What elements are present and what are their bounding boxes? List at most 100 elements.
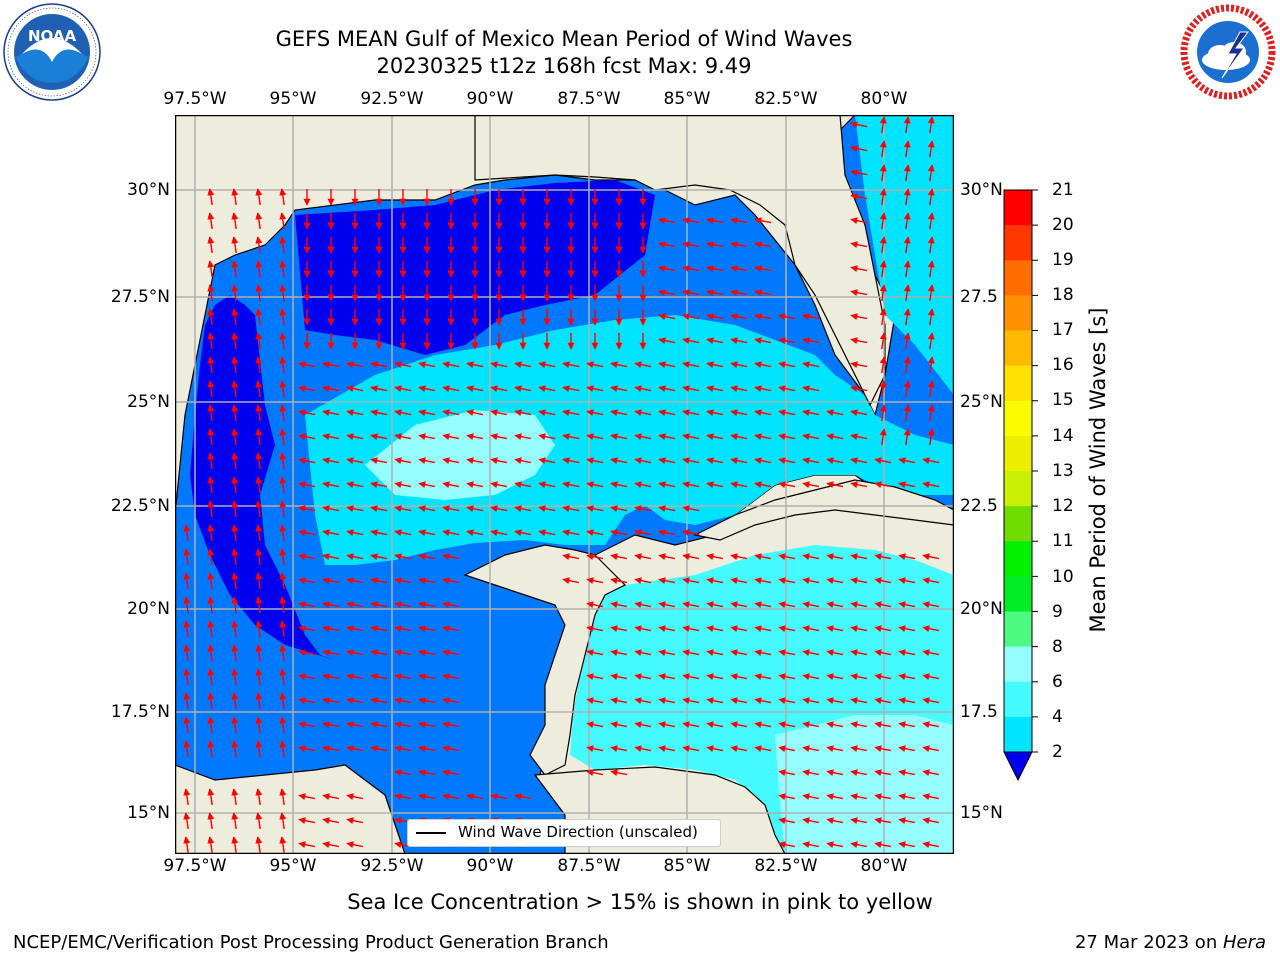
wind-wave-arrow	[183, 548, 191, 566]
wind-wave-arrow	[927, 164, 935, 182]
wind-wave-arrow	[778, 313, 796, 321]
wind-wave-arrow	[514, 433, 532, 441]
wind-wave-arrow	[346, 505, 364, 513]
lat-tick-right: 25°N	[960, 392, 1003, 412]
wind-wave-arrow	[802, 649, 820, 657]
colorbar-segment	[1004, 260, 1032, 296]
colorbar-segment	[1004, 646, 1032, 683]
wind-wave-arrow	[730, 673, 748, 681]
wind-wave-arrow	[255, 212, 263, 230]
wind-wave-arrow	[903, 404, 911, 422]
wind-wave-arrow	[346, 577, 364, 585]
wind-wave-arrow	[514, 385, 532, 393]
wind-wave-arrow	[922, 553, 940, 561]
wind-wave-arrow	[418, 409, 436, 417]
wind-wave-arrow	[231, 836, 239, 854]
wind-wave-arrow	[207, 428, 215, 446]
colorbar-segment	[1004, 611, 1032, 648]
wind-wave-arrow	[879, 428, 887, 446]
wind-wave-arrow	[850, 601, 868, 609]
wind-wave-arrow	[802, 841, 820, 849]
wind-wave-arrow	[826, 553, 844, 561]
wind-wave-arrow	[418, 793, 436, 801]
wind-wave-arrow	[658, 241, 676, 249]
wind-wave-arrow	[730, 577, 748, 585]
wind-wave-arrow	[207, 212, 215, 230]
wind-wave-arrow	[183, 668, 191, 686]
wind-wave-arrow	[879, 116, 887, 134]
wind-wave-arrow	[754, 673, 772, 681]
wind-wave-arrow	[850, 577, 868, 585]
lon-tick-bottom: 95°W	[269, 856, 317, 876]
lat-tick-right: 22.5	[960, 496, 998, 516]
wind-wave-arrow	[418, 505, 436, 513]
wind-wave-arrow	[490, 409, 508, 417]
wind-wave-arrow	[231, 524, 239, 542]
wind-wave-arrow	[927, 236, 935, 254]
colorbar-tick: 11	[1052, 531, 1074, 551]
wind-wave-arrow	[231, 620, 239, 638]
colorbar-tick: 4	[1052, 707, 1063, 727]
wind-wave-arrow	[255, 332, 263, 350]
wind-wave-arrow	[370, 361, 388, 369]
wind-wave-arrow	[802, 697, 820, 705]
wind-wave-arrow	[279, 188, 287, 206]
wind-wave-arrow	[370, 649, 388, 657]
wind-wave-arrow	[255, 188, 263, 206]
wind-wave-arrow	[610, 409, 628, 417]
wind-wave-arrow	[298, 385, 316, 393]
wind-wave-arrow	[730, 217, 748, 225]
wind-wave-arrow	[207, 668, 215, 686]
wind-wave-arrow	[754, 745, 772, 753]
wind-wave-arrow	[730, 241, 748, 249]
wind-wave-arrow	[370, 529, 388, 537]
wind-wave-arrow	[490, 793, 508, 801]
wind-wave-arrow	[346, 673, 364, 681]
wind-wave-arrow	[874, 793, 892, 801]
colorbar	[1003, 189, 1038, 782]
wind-wave-arrow	[874, 841, 892, 849]
wind-wave-arrow	[903, 332, 911, 350]
wind-wave-arrow	[778, 649, 796, 657]
wind-wave-arrow	[903, 284, 911, 302]
wind-wave-arrow	[322, 817, 340, 825]
lat-tick-left: 30°N	[127, 180, 170, 200]
wind-wave-arrow	[850, 553, 868, 561]
wind-wave-arrow	[183, 836, 191, 854]
wind-wave-arrow	[586, 769, 604, 777]
wind-wave-arrow	[898, 553, 916, 561]
wind-wave-arrow	[610, 505, 628, 513]
wind-wave-arrow	[778, 841, 796, 849]
wind-wave-arrow	[298, 433, 316, 441]
wind-wave-arrow	[706, 553, 724, 561]
wind-wave-arrow	[394, 577, 412, 585]
wind-wave-arrow	[682, 265, 700, 273]
wind-wave-arrow	[298, 841, 316, 849]
wind-wave-arrow	[927, 260, 935, 278]
wind-wave-arrow	[658, 601, 676, 609]
colorbar-segment	[1004, 400, 1032, 437]
wind-wave-arrow	[231, 188, 239, 206]
wind-wave-arrow	[850, 265, 868, 273]
wind-wave-arrow	[610, 553, 628, 561]
colorbar-tick: 2	[1052, 742, 1063, 762]
wind-wave-arrow	[298, 745, 316, 753]
wind-wave-arrow	[730, 601, 748, 609]
wind-wave-arrow	[279, 500, 287, 518]
wind-wave-arrow	[754, 361, 772, 369]
wind-wave-arrow	[610, 625, 628, 633]
central-america-land	[175, 764, 406, 854]
wind-wave-arrow	[394, 553, 412, 561]
wind-wave-arrow	[850, 409, 868, 417]
wind-wave-arrow	[826, 697, 844, 705]
wind-wave-arrow	[802, 409, 820, 417]
wind-wave-arrow	[418, 769, 436, 777]
wind-wave-arrow	[183, 788, 191, 806]
wind-wave-arrow	[231, 596, 239, 614]
wind-wave-arrow	[322, 745, 340, 753]
wind-wave-arrow	[231, 308, 239, 326]
wind-wave-arrow	[279, 452, 287, 470]
wind-wave-arrow	[346, 361, 364, 369]
wind-wave-arrow	[370, 601, 388, 609]
chart-title: GEFS MEAN Gulf of Mexico Mean Period of …	[276, 26, 853, 80]
